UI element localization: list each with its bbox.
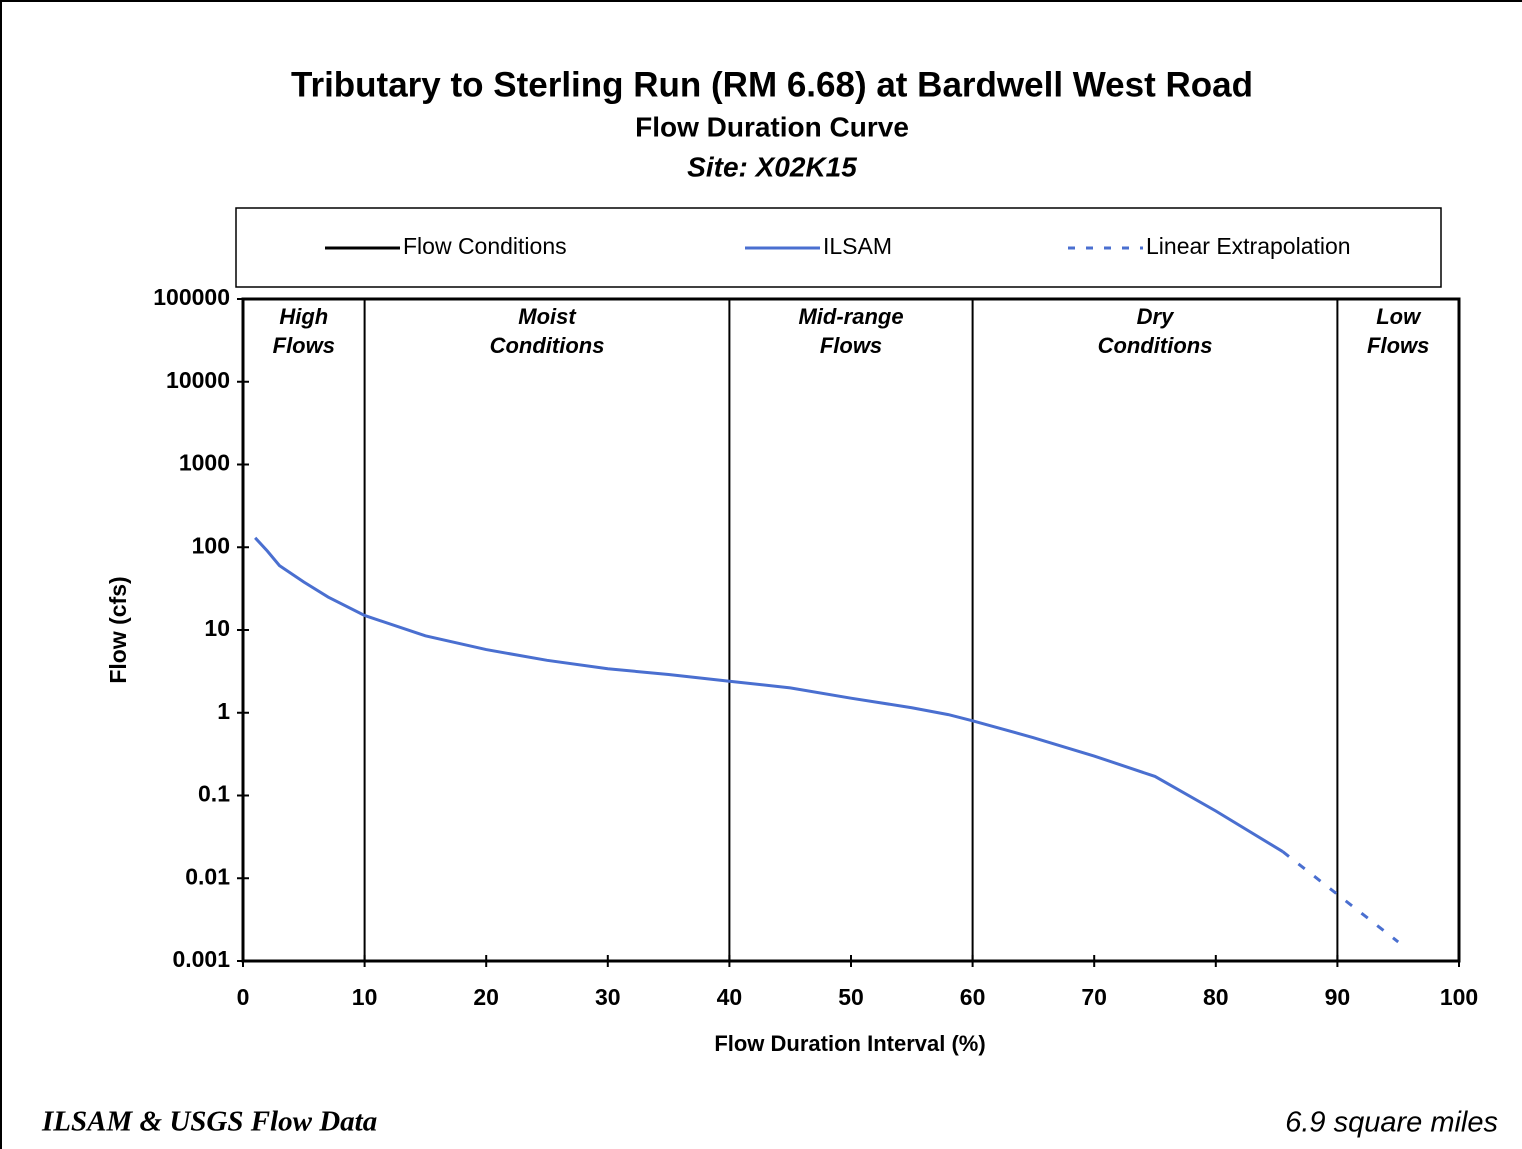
legend-label: Flow Conditions xyxy=(403,233,567,259)
y-tick-label: 10 xyxy=(204,615,230,641)
data-line xyxy=(1281,850,1400,944)
chart-subtitle: Flow Duration Curve xyxy=(635,111,909,142)
legend-label: ILSAM xyxy=(823,233,892,259)
y-tick-label: 100 xyxy=(192,532,230,558)
zone-label: Moist xyxy=(518,304,577,329)
footer-left: ILSAM & USGS Flow Data xyxy=(41,1106,377,1138)
x-tick-label: 10 xyxy=(352,984,378,1010)
y-tick-label: 0.01 xyxy=(185,863,230,889)
y-tick-label: 1 xyxy=(217,698,230,724)
x-tick-label: 20 xyxy=(473,984,499,1010)
y-axis-label: Flow (cfs) xyxy=(105,576,131,683)
zone-label: Mid-range xyxy=(798,304,903,329)
x-tick-label: 30 xyxy=(595,984,621,1010)
zone-label: High xyxy=(279,304,328,329)
plot-frame xyxy=(241,297,1461,963)
zone-label: Flows xyxy=(273,333,335,358)
y-tick-label: 0.1 xyxy=(198,781,230,807)
x-tick-label: 80 xyxy=(1203,984,1229,1010)
zone-label: Conditions xyxy=(490,333,605,358)
data-line xyxy=(254,536,1284,853)
x-tick-label: 0 xyxy=(237,984,250,1010)
x-axis-label: Flow Duration Interval (%) xyxy=(714,1031,985,1056)
zone-label: Dry xyxy=(1137,304,1175,329)
zone-label: Low xyxy=(1376,304,1422,329)
x-tick-label: 70 xyxy=(1081,984,1107,1010)
chart-title: Tributary to Sterling Run (RM 6.68) at B… xyxy=(291,65,1253,104)
x-tick-label: 50 xyxy=(838,984,864,1010)
zone-label: Flows xyxy=(1367,333,1429,358)
legend-label: Linear Extrapolation xyxy=(1146,233,1351,259)
legend-box xyxy=(235,207,1442,288)
y-tick-label: 1000 xyxy=(179,450,230,476)
y-tick-label: 10000 xyxy=(166,367,230,393)
y-tick-label: 100000 xyxy=(153,284,230,310)
zone-label: Flows xyxy=(820,333,882,358)
x-tick-label: 40 xyxy=(717,984,743,1010)
y-tick-label: 0.001 xyxy=(172,946,230,972)
x-tick-label: 60 xyxy=(960,984,986,1010)
x-tick-label: 100 xyxy=(1440,984,1478,1010)
site-label: Site: X02K15 xyxy=(687,151,857,182)
footer-right: 6.9 square miles xyxy=(1285,1107,1498,1139)
x-tick-label: 90 xyxy=(1325,984,1351,1010)
zone-label: Conditions xyxy=(1098,333,1213,358)
